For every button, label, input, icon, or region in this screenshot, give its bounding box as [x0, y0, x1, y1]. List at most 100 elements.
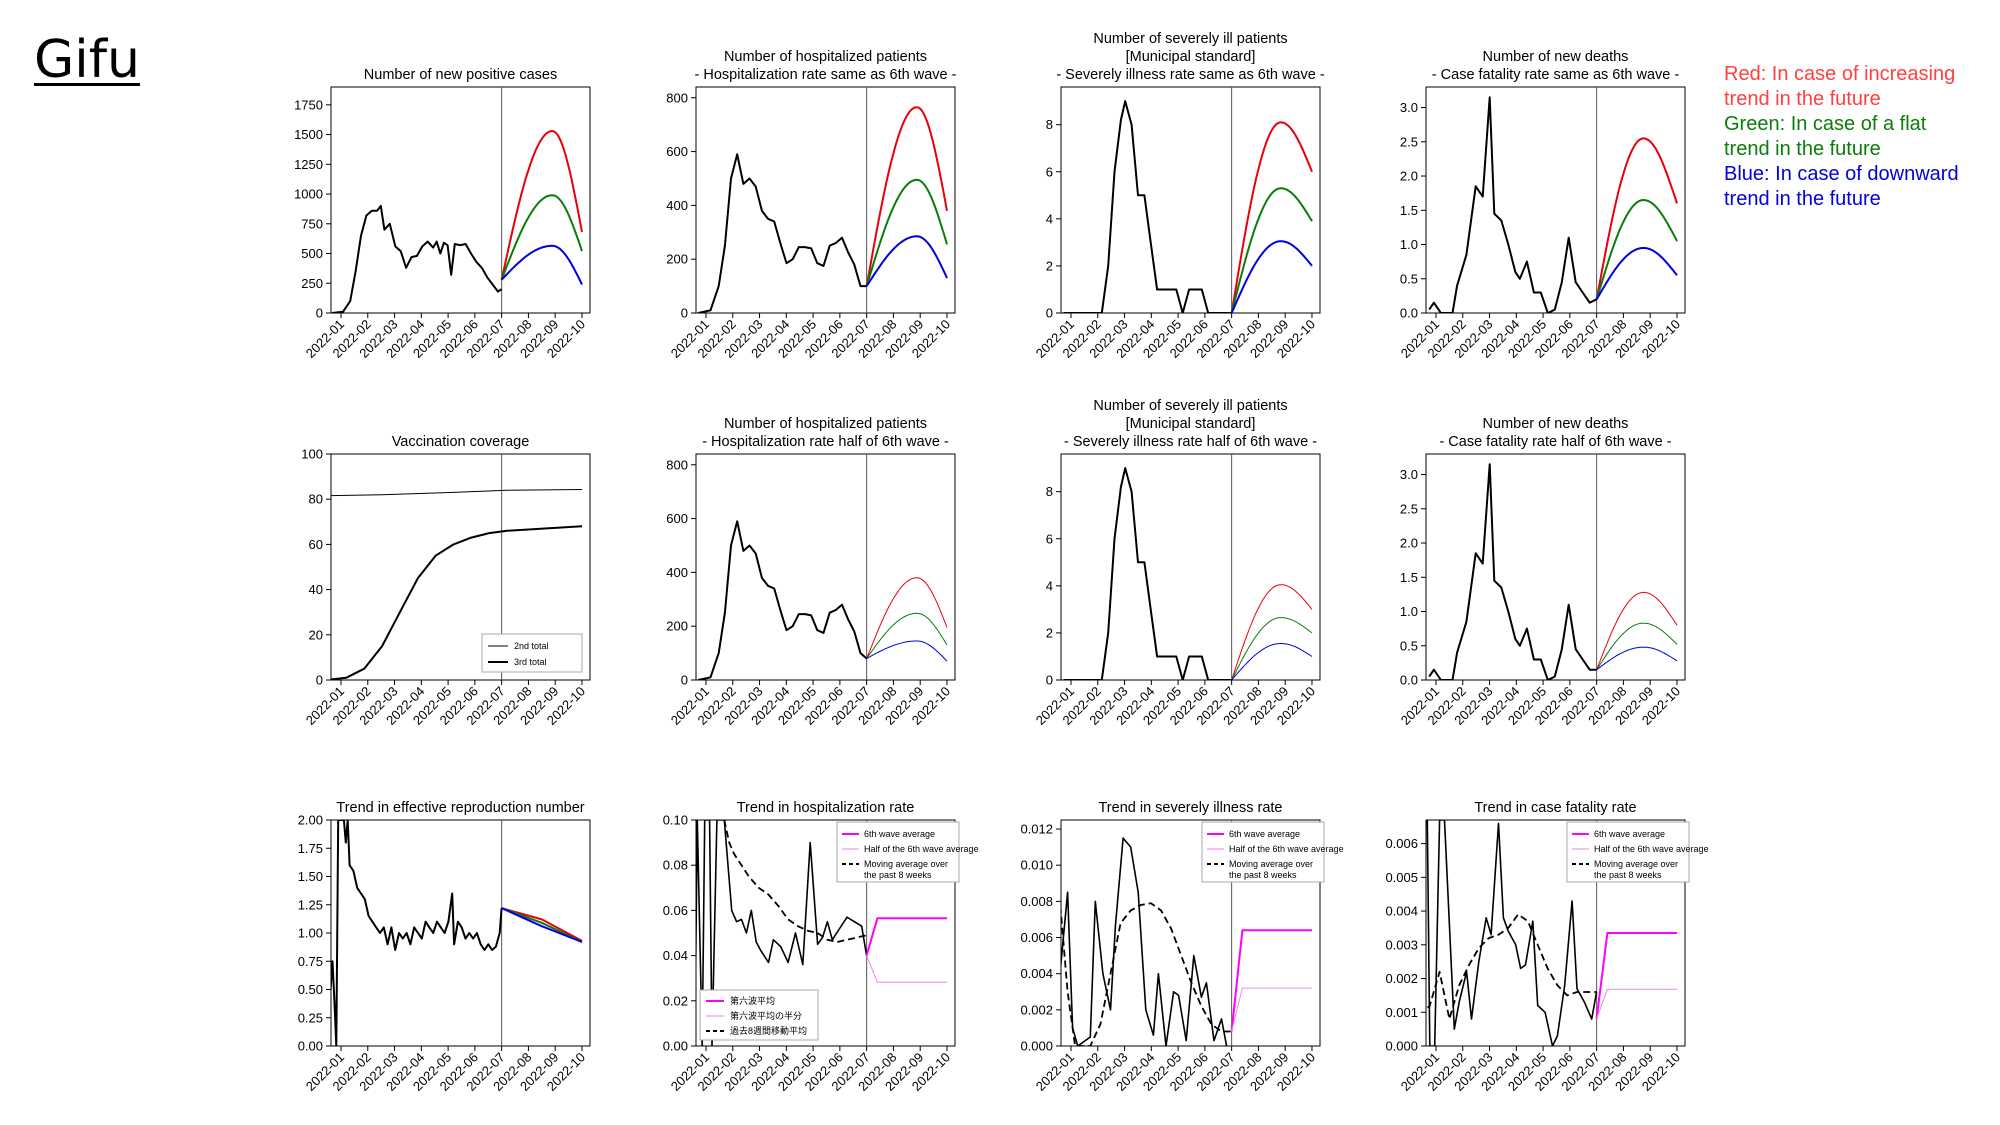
- y-tick-label: 0.10: [663, 813, 688, 828]
- y-tick-label: 0.25: [298, 1010, 323, 1025]
- legend-label: Half of the 6th wave average: [1229, 844, 1344, 854]
- plot-frame: [1425, 453, 1686, 681]
- plot-frame: [1060, 86, 1321, 314]
- legend-label: 第六波平均の半分: [730, 1010, 802, 1021]
- projection-blue: [501, 907, 583, 943]
- legend-note-2: Blue: In case of downward trend in the f…: [1724, 163, 1959, 210]
- history-series: [697, 153, 867, 313]
- chart-title: - Severely illness rate half of 6th wave…: [1064, 434, 1317, 450]
- projection-red: [1595, 137, 1678, 300]
- actual-rate: [696, 820, 868, 1046]
- projection-green: [866, 612, 948, 659]
- plot-frame: [1060, 453, 1321, 681]
- chart-c1: Number of new positive cases 0 250 500 750 10…: [294, 67, 591, 361]
- projection-red: [501, 907, 583, 942]
- legend-label: Moving average over: [864, 859, 948, 869]
- projection-green: [500, 194, 583, 281]
- history-series: [331, 204, 503, 313]
- y-tick-label: 0: [681, 673, 688, 688]
- legend-note-0: Red: In case of increasing trend in the …: [1724, 63, 1956, 110]
- y-tick-label: 0.002: [1385, 971, 1418, 986]
- chart-legend: [481, 633, 583, 673]
- y-tick-label: 100: [301, 447, 323, 462]
- y-tick-label: 400: [666, 198, 688, 213]
- y-tick-label: 2: [1046, 625, 1053, 640]
- projection-green: [501, 907, 583, 943]
- chart-title: - Case fatality rate half of 6th wave -: [1439, 434, 1671, 450]
- y-tick-label: 600: [666, 511, 688, 526]
- y-tick-label: 0.005: [1385, 870, 1418, 885]
- y-tick-label: 0.004: [1385, 904, 1418, 919]
- y-tick-label: 0: [1046, 306, 1053, 321]
- y-tick-label: 4: [1046, 211, 1053, 226]
- y-tick-label: 2.5: [1400, 134, 1418, 149]
- y-tick-label: 8: [1046, 484, 1053, 499]
- chart-legend-bottom: [699, 989, 819, 1041]
- y-tick-label: 200: [666, 619, 688, 634]
- chart-title: Trend in severely illness rate: [1098, 800, 1282, 816]
- y-tick-label: 2.5: [1400, 501, 1418, 516]
- y-tick-label: 1.00: [298, 926, 323, 941]
- projection-blue: [865, 235, 948, 287]
- y-tick-label: 800: [666, 457, 688, 472]
- legend-label: 2nd total: [514, 641, 549, 651]
- projection-green: [1596, 622, 1678, 670]
- y-tick-label: 2: [1046, 258, 1053, 273]
- y-tick-label: 1.5: [1400, 570, 1418, 585]
- chart-c11: Trend in severely illness rate 0.000 0.002…: [1020, 800, 1343, 1094]
- y-tick-label: 0.75: [298, 954, 323, 969]
- history-series: [1428, 96, 1598, 313]
- y-tick-label: 200: [666, 252, 688, 267]
- chart-legend: [1201, 821, 1325, 883]
- half-sixth-wave-average: [866, 955, 947, 983]
- y-tick-label: 400: [666, 565, 688, 580]
- chart-title: Trend in case fatality rate: [1474, 800, 1636, 816]
- y-tick-label: 2.00: [298, 813, 323, 828]
- y-tick-label: 250: [301, 276, 323, 291]
- series-3rd-total: [331, 525, 583, 680]
- half-sixth-wave-average: [1231, 987, 1312, 1032]
- projection-green: [1230, 187, 1313, 313]
- projection-blue: [1231, 643, 1313, 680]
- y-tick-label: 750: [301, 216, 323, 231]
- y-tick-label: 4: [1046, 578, 1053, 593]
- y-tick-label: 6: [1046, 531, 1053, 546]
- y-tick-label: 0: [316, 306, 323, 321]
- chart-title: Trend in effective reproduction number: [336, 800, 584, 816]
- y-tick-label: 0.50: [298, 982, 323, 997]
- history-series: [1063, 100, 1232, 313]
- chart-title: Number of new positive cases: [364, 67, 557, 83]
- history-series: [1428, 463, 1597, 680]
- y-tick-label: 1500: [294, 127, 323, 142]
- plot-frame: [330, 86, 591, 314]
- legend-label: the past 8 weeks: [864, 870, 932, 880]
- projection-red: [1596, 591, 1678, 670]
- y-tick-label: 2.0: [1400, 169, 1418, 184]
- chart-title: Vaccination coverage: [392, 434, 530, 450]
- legend-label: the past 8 weeks: [1594, 870, 1662, 880]
- sixth-wave-average: [1595, 932, 1677, 1020]
- y-tick-label: 0.008: [1020, 894, 1053, 909]
- chart-title: Number of severely ill patients: [1093, 398, 1287, 414]
- y-tick-label: 0.5: [1400, 638, 1418, 653]
- chart-c8: Number of new deaths - Case fatality rate…: [1398, 416, 1686, 728]
- chart-c5: Vaccination coverage0204060801002022-012…: [301, 434, 591, 728]
- chart-title: Number of new deaths: [1483, 416, 1629, 432]
- plot-frame: [1425, 819, 1686, 1047]
- chart-title: - Severely illness rate same as 6th wave…: [1056, 67, 1325, 83]
- chart-legend: [836, 821, 960, 883]
- legend-label: Moving average over: [1594, 859, 1678, 869]
- page-title: Gifu: [34, 30, 141, 90]
- projection-blue: [1595, 247, 1678, 300]
- history-series: [331, 820, 503, 1046]
- chart-c10: Trend in hospitalization rate 0.00 0.02 0.0…: [663, 800, 979, 1094]
- history-series: [697, 520, 868, 680]
- projection-green: [1595, 199, 1678, 300]
- projection-blue: [1596, 646, 1678, 671]
- chart-title: [Municipal standard]: [1126, 49, 1256, 65]
- chart-title: - Hospitalization rate half of 6th wave …: [702, 434, 949, 450]
- y-tick-label: 40: [309, 582, 323, 597]
- projection-red: [500, 130, 583, 280]
- chart-c6: Number of hospitalized patients - Hospita…: [666, 416, 956, 728]
- y-tick-label: 1.50: [298, 869, 323, 884]
